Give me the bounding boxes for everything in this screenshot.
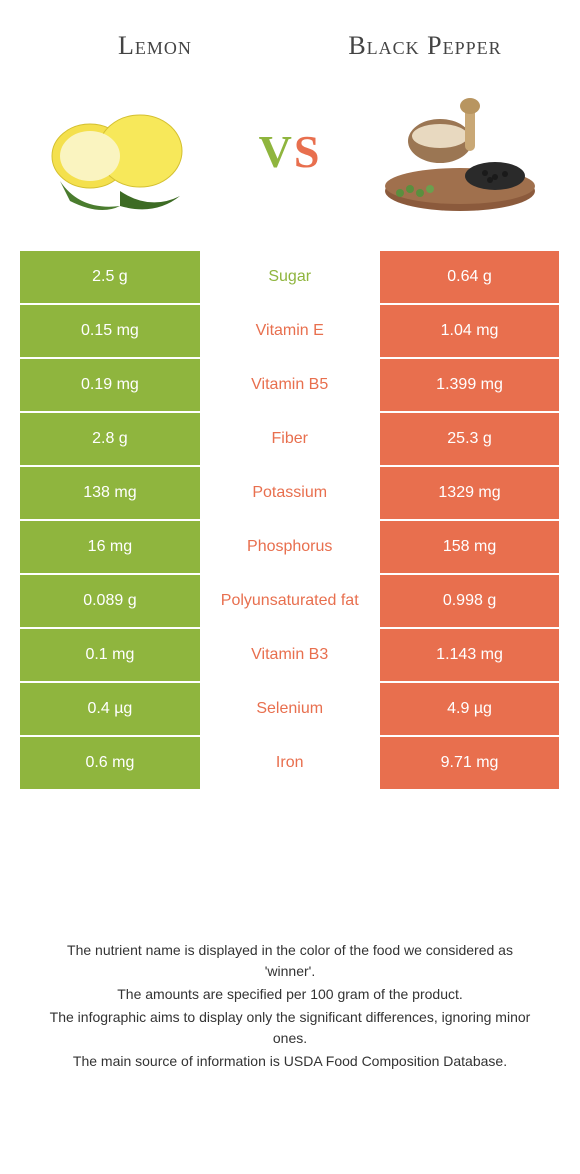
table-row: 0.19 mgVitamin B51.399 mg (20, 359, 560, 411)
right-food-title: Black Pepper (304, 30, 547, 61)
lemon-image (30, 81, 210, 221)
nutrient-label: Vitamin B3 (200, 629, 380, 681)
left-value-cell: 138 mg (20, 467, 200, 519)
table-row: 0.1 mgVitamin B31.143 mg (20, 629, 560, 681)
right-value-cell: 0.64 g (380, 251, 560, 303)
table-row: 2.5 gSugar0.64 g (20, 251, 560, 303)
left-value-cell: 0.089 g (20, 575, 200, 627)
vs-label: VS (259, 125, 322, 178)
left-value-cell: 2.8 g (20, 413, 200, 465)
footer-line: The nutrient name is displayed in the co… (40, 940, 540, 982)
images-row: VS (20, 81, 560, 221)
header-row: Lemon Black Pepper (20, 30, 560, 61)
left-value-cell: 2.5 g (20, 251, 200, 303)
left-value-cell: 16 mg (20, 521, 200, 573)
nutrient-label: Selenium (200, 683, 380, 735)
table-row: 0.4 µgSelenium4.9 µg (20, 683, 560, 735)
nutrient-label: Vitamin E (200, 305, 380, 357)
nutrient-label: Iron (200, 737, 380, 789)
right-value-cell: 1.04 mg (380, 305, 560, 357)
left-food-title: Lemon (34, 30, 277, 61)
nutrient-label: Potassium (200, 467, 380, 519)
comparison-table: 2.5 gSugar0.64 g0.15 mgVitamin E1.04 mg0… (20, 251, 560, 789)
nutrient-label: Polyunsaturated fat (200, 575, 380, 627)
table-row: 16 mgPhosphorus158 mg (20, 521, 560, 573)
right-value-cell: 1.143 mg (380, 629, 560, 681)
vs-v: V (259, 126, 294, 177)
left-value-cell: 0.6 mg (20, 737, 200, 789)
nutrient-label: Vitamin B5 (200, 359, 380, 411)
table-row: 138 mgPotassium1329 mg (20, 467, 560, 519)
left-value-cell: 0.19 mg (20, 359, 200, 411)
nutrient-label: Sugar (200, 251, 380, 303)
table-row: 0.089 gPolyunsaturated fat0.998 g (20, 575, 560, 627)
right-value-cell: 1329 mg (380, 467, 560, 519)
right-value-cell: 9.71 mg (380, 737, 560, 789)
right-value-cell: 1.399 mg (380, 359, 560, 411)
left-value-cell: 0.4 µg (20, 683, 200, 735)
right-value-cell: 25.3 g (380, 413, 560, 465)
right-value-cell: 4.9 µg (380, 683, 560, 735)
left-value-cell: 0.1 mg (20, 629, 200, 681)
footer-line: The infographic aims to display only the… (40, 1007, 540, 1049)
footer-line: The main source of information is USDA F… (40, 1051, 540, 1072)
left-value-cell: 0.15 mg (20, 305, 200, 357)
vs-s: S (294, 126, 322, 177)
table-row: 0.15 mgVitamin E1.04 mg (20, 305, 560, 357)
footer-notes: The nutrient name is displayed in the co… (20, 940, 560, 1074)
nutrient-label: Fiber (200, 413, 380, 465)
pepper-image (370, 81, 550, 221)
footer-line: The amounts are specified per 100 gram o… (40, 984, 540, 1005)
table-row: 0.6 mgIron9.71 mg (20, 737, 560, 789)
right-value-cell: 158 mg (380, 521, 560, 573)
nutrient-label: Phosphorus (200, 521, 380, 573)
right-value-cell: 0.998 g (380, 575, 560, 627)
table-row: 2.8 gFiber25.3 g (20, 413, 560, 465)
